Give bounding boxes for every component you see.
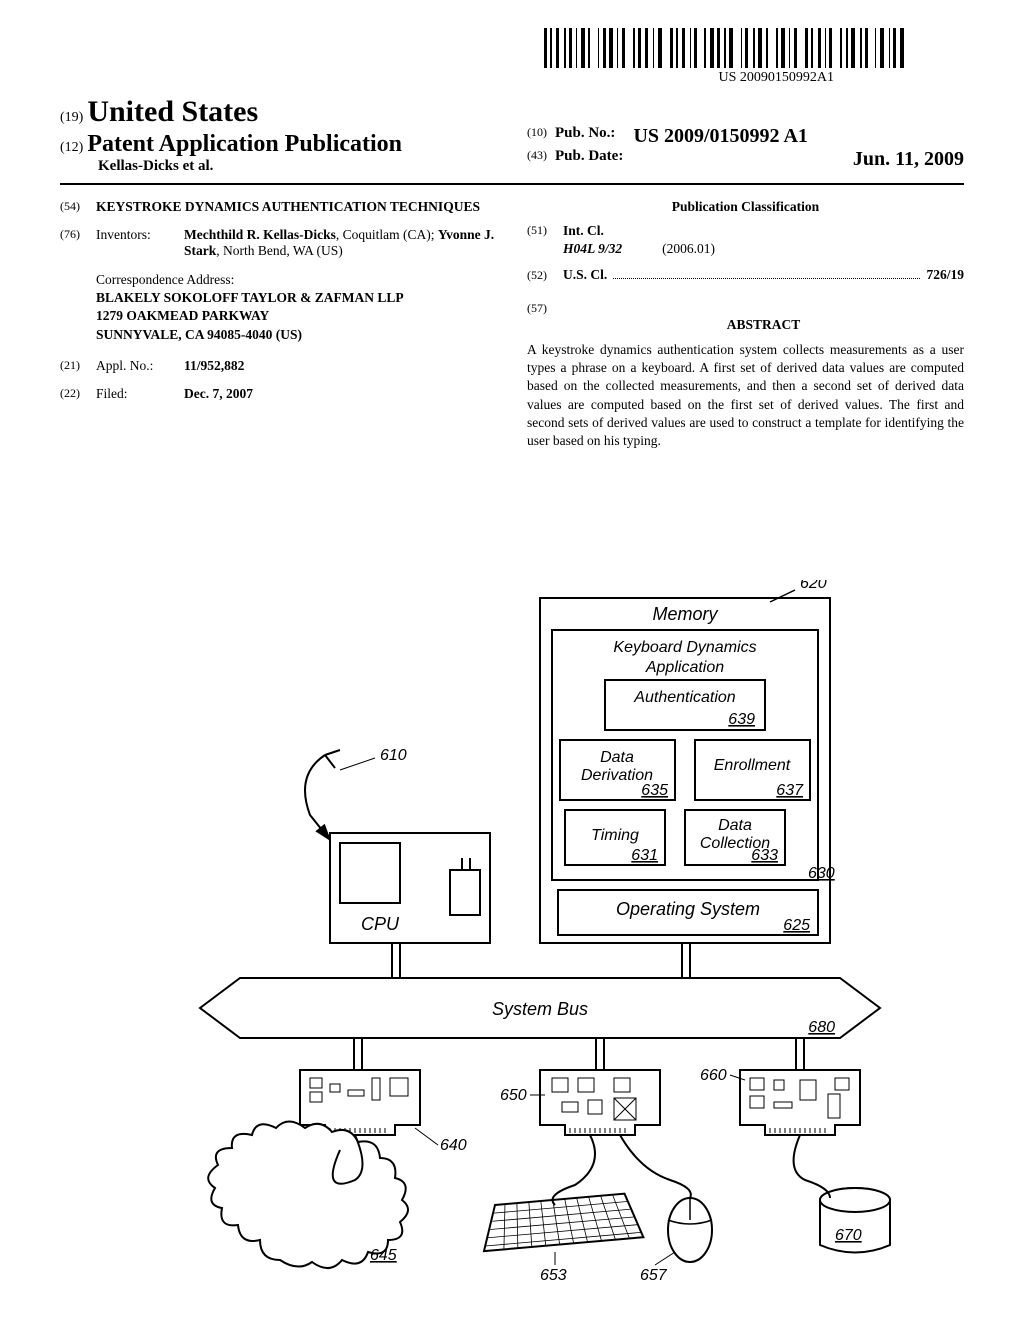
uscl-value: 726/19: [926, 267, 964, 283]
correspondence-label: Correspondence Address:: [96, 271, 497, 289]
field-10-num: (10): [527, 125, 547, 148]
ref-653: 653: [540, 1267, 567, 1284]
classification-title: Publication Classification: [527, 199, 964, 215]
uscl-label: U.S. Cl.: [563, 267, 607, 283]
header: (19) United States (12) Patent Applicati…: [60, 95, 964, 175]
kda-label-2: Application: [645, 659, 724, 676]
sysbus-label: System Bus: [492, 999, 588, 1019]
corr-name: BLAKELY SOKOLOFF TAYLOR & ZAFMAN LLP: [96, 289, 497, 307]
keyboard-icon: [480, 1192, 643, 1251]
bibliographic: (54) KEYSTROKE DYNAMICS AUTHENTICATION T…: [60, 199, 964, 450]
enroll-label: Enrollment: [714, 757, 791, 774]
auth-label: Authentication: [633, 689, 736, 706]
os-label: Operating System: [616, 899, 760, 919]
field-57-num: (57): [527, 301, 563, 341]
ref-670: 670: [835, 1227, 862, 1244]
field-43-num: (43): [527, 148, 547, 171]
inventor-1-loc: Coquitlam (CA);: [343, 227, 438, 242]
invention-title: KEYSTROKE DYNAMICS AUTHENTICATION TECHNI…: [96, 199, 497, 215]
header-divider: [60, 183, 964, 185]
barcode-label: US 20090150992A1: [718, 70, 834, 86]
ref-625: 625: [783, 917, 810, 934]
ref-635: 635: [641, 782, 668, 799]
ref-630: 630: [808, 865, 835, 882]
ref-631: 631: [631, 847, 658, 864]
ref-633: 633: [751, 847, 778, 864]
dd-label-1: Data: [600, 749, 634, 766]
pub-no-label: Pub. No.:: [555, 125, 615, 148]
ref-645: 645: [370, 1247, 397, 1264]
ref-610: 610: [380, 747, 407, 764]
intcl-code: H04L 9/32: [563, 241, 622, 257]
ref-639: 639: [728, 711, 755, 728]
country: United States: [87, 95, 258, 128]
uscl-dots: [613, 278, 920, 279]
filed-label: Filed:: [96, 386, 184, 402]
inventor-2-loc: North Bend, WA (US): [223, 243, 343, 258]
nic-card-2: [540, 1070, 660, 1135]
ref-680: 680: [808, 1019, 835, 1036]
ref-620: 620: [800, 580, 827, 592]
field-22-num: (22): [60, 386, 96, 402]
filed-value: Dec. 7, 2007: [184, 386, 497, 402]
nic-card-3: [740, 1070, 860, 1135]
kda-label-1: Keyboard Dynamics: [613, 639, 756, 656]
field-21-num: (21): [60, 358, 96, 374]
field-19-num: (19): [60, 110, 83, 125]
memory-label: Memory: [652, 604, 718, 624]
corr-street: 1279 OAKMEAD PARKWAY: [96, 307, 497, 325]
ref-640: 640: [440, 1137, 467, 1154]
field-51-num: (51): [527, 223, 563, 239]
publication-type: Patent Application Publication: [87, 131, 402, 157]
inventors-label: Inventors:: [96, 227, 184, 259]
appl-label: Appl. No.:: [96, 358, 184, 374]
barcode: [544, 18, 904, 68]
ref-637: 637: [776, 782, 804, 799]
figure: Memory Keyboard Dynamics Application Aut…: [0, 580, 1024, 1300]
inventors-value: Mechthild R. Kellas-Dicks, Coquitlam (CA…: [184, 227, 497, 259]
pub-date-value: Jun. 11, 2009: [853, 148, 964, 171]
abstract-title: ABSTRACT: [563, 317, 964, 333]
timing-label: Timing: [591, 827, 639, 844]
field-52-num: (52): [527, 268, 563, 283]
field-12-num: (12): [60, 140, 83, 155]
pub-no-value: US 2009/0150992 A1: [633, 125, 807, 148]
dc-label-1: Data: [718, 817, 752, 834]
corr-city: SUNNYVALE, CA 94085-4040 (US): [96, 326, 497, 344]
appl-value: 11/952,882: [184, 358, 497, 374]
abstract-text: A keystroke dynamics authentication syst…: [527, 341, 964, 450]
cpu-label: CPU: [361, 914, 400, 934]
field-54-num: (54): [60, 199, 96, 215]
ref-660: 660: [700, 1067, 727, 1084]
authors: Kellas-Dicks et al.: [98, 158, 497, 175]
ref-657: 657: [640, 1267, 668, 1284]
inventor-1: Mechthild R. Kellas-Dicks: [184, 227, 336, 242]
intcl-label: Int. Cl.: [563, 223, 604, 239]
intcl-date: (2006.01): [662, 241, 715, 257]
pub-date-label: Pub. Date:: [555, 148, 623, 171]
field-76-num: (76): [60, 227, 96, 259]
ref-650: 650: [500, 1087, 527, 1104]
